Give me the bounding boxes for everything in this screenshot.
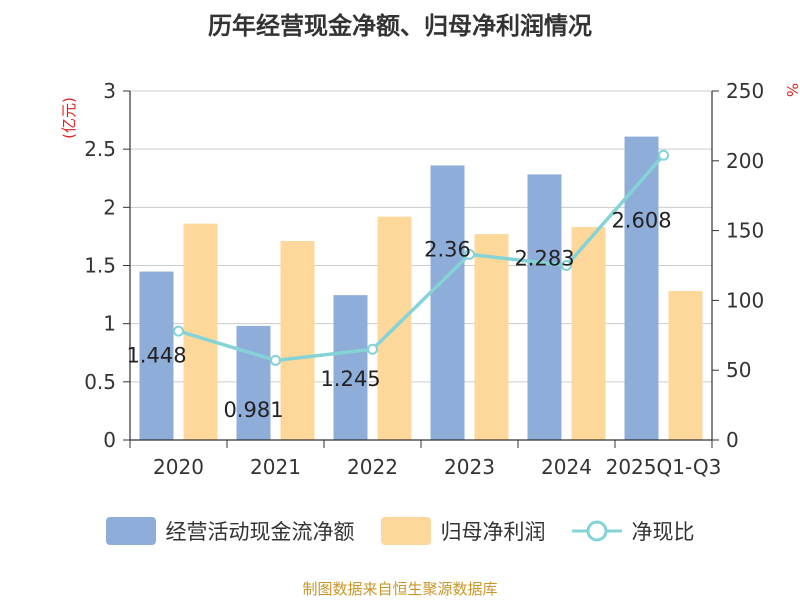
bar-net-profit[interactable] bbox=[183, 223, 218, 440]
bar-cashflow[interactable] bbox=[527, 174, 562, 440]
y-right-tick-label: 150 bbox=[726, 219, 764, 243]
ratio-point[interactable] bbox=[658, 149, 669, 161]
y-left-tick-label: 0 bbox=[103, 428, 116, 452]
legend-label-net-profit: 归母净利润 bbox=[440, 520, 546, 544]
x-tick-label: 2024 bbox=[541, 455, 592, 479]
grid-lines bbox=[130, 90, 712, 383]
ratio-point[interactable] bbox=[173, 325, 184, 337]
x-tick-label: 2022 bbox=[347, 455, 398, 479]
ratio-point[interactable] bbox=[367, 343, 378, 355]
y-left-tick-label: 2 bbox=[103, 195, 116, 219]
source-note: 制图数据来自恒生聚源数据库 bbox=[302, 580, 498, 598]
y-left-tick-label: 1 bbox=[103, 312, 116, 336]
legend: 经营活动现金流净额 归母净利润 净现比 bbox=[0, 516, 800, 546]
legend-swatch-ratio bbox=[571, 520, 622, 542]
legend-label-cashflow: 经营活动现金流净额 bbox=[165, 520, 355, 544]
y-right-tick-label: 200 bbox=[726, 149, 764, 173]
data-label-cashflow: 2.608 bbox=[611, 209, 671, 233]
bar-cashflow[interactable] bbox=[333, 295, 368, 440]
right-axis-unit: % bbox=[783, 83, 800, 97]
y-right-tick-label: 0 bbox=[726, 428, 739, 452]
bars bbox=[139, 136, 703, 440]
bar-cashflow[interactable] bbox=[430, 165, 465, 440]
bar-net-profit[interactable] bbox=[474, 234, 509, 440]
bar-net-profit[interactable] bbox=[668, 291, 703, 440]
bar-net-profit[interactable] bbox=[571, 227, 606, 440]
bar-cashflow[interactable] bbox=[624, 136, 659, 440]
y-right-tick-label: 100 bbox=[726, 288, 764, 312]
y-left-tick-label: 0.5 bbox=[84, 370, 116, 394]
x-tick-label: 2025Q1-Q3 bbox=[606, 455, 722, 479]
data-labels: 1.448 0.981 1.245 2.36 2.283 2.608 bbox=[126, 209, 671, 422]
ratio-line-path bbox=[177, 154, 665, 363]
legend-item-ratio[interactable]: 净现比 bbox=[571, 516, 695, 546]
data-label-cashflow: 0.981 bbox=[223, 398, 283, 422]
y-left-tick-label: 3 bbox=[103, 79, 116, 103]
x-tick-label: 2021 bbox=[250, 455, 301, 479]
y-right-tick-label: 250 bbox=[726, 79, 764, 103]
legend-label-ratio: 净现比 bbox=[631, 520, 695, 544]
legend-item-cashflow[interactable]: 经营活动现金流净额 bbox=[105, 516, 355, 546]
data-label-cashflow: 2.36 bbox=[424, 237, 471, 261]
y-left-tick-label: 1.5 bbox=[84, 254, 116, 278]
data-label-cashflow: 2.283 bbox=[514, 246, 574, 270]
y-right-tick-label: 50 bbox=[726, 358, 751, 382]
y-left-tick-label: 2.5 bbox=[84, 137, 116, 161]
x-tick-label: 2020 bbox=[153, 455, 204, 479]
bar-cashflow[interactable] bbox=[139, 271, 174, 440]
ratio-point[interactable] bbox=[464, 248, 475, 260]
data-label-cashflow: 1.448 bbox=[126, 344, 186, 368]
bar-net-profit[interactable] bbox=[280, 241, 315, 440]
ratio-point[interactable] bbox=[561, 260, 572, 271]
legend-swatch-cashflow bbox=[105, 517, 156, 545]
bar-cashflow[interactable] bbox=[236, 325, 271, 440]
ratio-line bbox=[173, 149, 669, 366]
legend-item-net-profit[interactable]: 归母净利润 bbox=[380, 516, 546, 546]
x-tick-label: 2023 bbox=[444, 455, 495, 479]
legend-swatch-net-profit bbox=[380, 517, 431, 545]
chart-title: 历年经营现金净额、归母净利润情况 bbox=[208, 12, 592, 40]
left-axis-unit: (亿元) bbox=[60, 97, 78, 139]
data-label-cashflow: 1.245 bbox=[320, 367, 380, 391]
ratio-point[interactable] bbox=[270, 354, 281, 366]
axes: 0 0.5 1 1.5 2 2.5 3 0 50 100 150 200 250 2020 2021 2022… bbox=[84, 79, 764, 479]
